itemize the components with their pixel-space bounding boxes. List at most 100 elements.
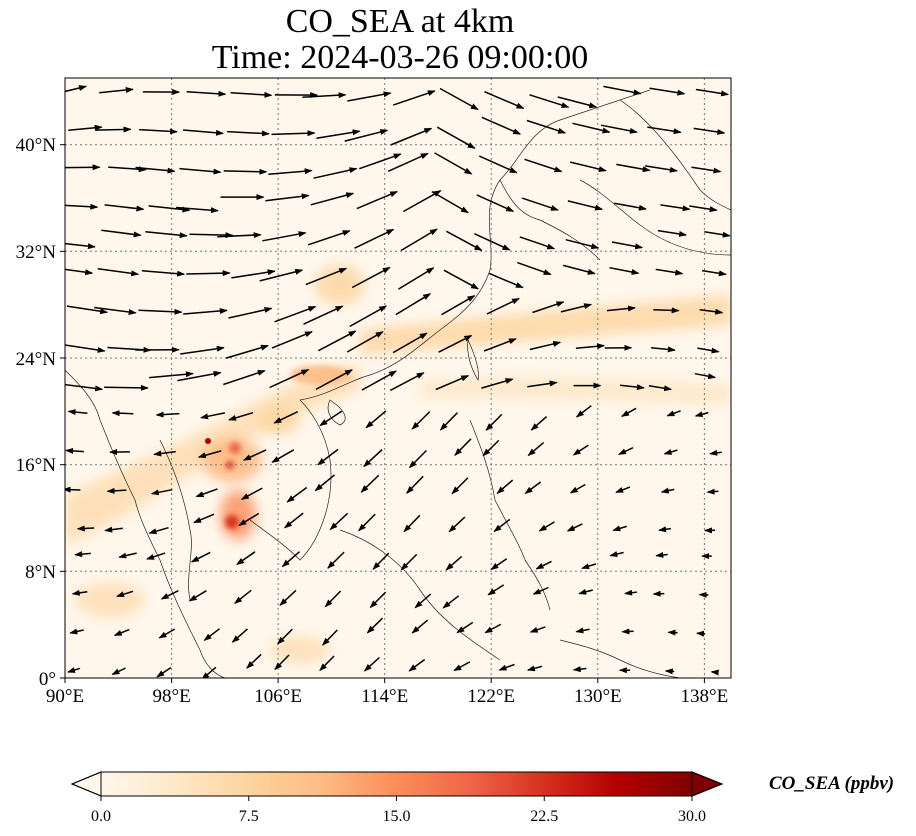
wind-vector-arrow <box>710 669 719 676</box>
wind-vector-arrow <box>651 346 676 353</box>
wind-vector-arrow <box>535 560 552 570</box>
wind-vector-arrow <box>318 330 357 352</box>
wind-vector-arrow <box>302 92 347 99</box>
wind-vector-arrow <box>279 589 297 606</box>
wind-vector-arrow <box>146 552 166 560</box>
wind-vector-arrow <box>474 233 511 251</box>
wind-vector-arrow <box>271 449 295 463</box>
colorbar-extend-max <box>691 771 724 797</box>
wind-vector-arrow <box>365 410 387 429</box>
wind-vector-arrow <box>265 193 310 202</box>
wind-vector-arrow <box>400 553 418 571</box>
wind-vector-arrow <box>360 474 380 493</box>
wind-vector-arrow <box>317 448 339 466</box>
wind-vector-arrow <box>398 267 435 290</box>
lat-tick-label: 16°N <box>16 455 57 476</box>
wind-vector-arrow <box>135 166 176 174</box>
wind-vector-arrow <box>230 91 273 98</box>
wind-vector-arrow <box>644 165 678 173</box>
colorbar-tick-label: 7.5 <box>239 808 259 825</box>
wind-vector-arrow <box>689 205 718 213</box>
wind-vector-arrow <box>603 85 642 96</box>
wind-vector-arrow <box>624 589 637 596</box>
wind-vector-arrow <box>160 590 179 600</box>
wind-vector-arrow <box>139 128 178 135</box>
wind-vector-arrow <box>697 347 720 354</box>
wind-vector-arrow <box>65 447 84 454</box>
wind-vector-arrow <box>268 168 313 175</box>
wind-vector-arrow <box>349 305 388 328</box>
wind-vector-arrow <box>190 551 211 563</box>
wind-vector-arrow <box>310 192 355 206</box>
wind-vector-arrow <box>403 190 442 213</box>
wind-vector-arrow <box>150 488 173 496</box>
wind-vector-arrow <box>482 439 500 457</box>
wind-vector-arrow <box>303 305 344 325</box>
wind-vector-arrow <box>182 129 224 136</box>
wind-vector-arrow <box>649 87 686 96</box>
wind-vector-arrow <box>242 449 267 461</box>
wind-vector-arrow <box>476 194 515 212</box>
wind-vector-arrow <box>478 155 518 174</box>
wind-vector-arrow <box>234 589 252 604</box>
wind-vector-arrow <box>106 487 127 494</box>
wind-vector-arrow <box>484 91 525 109</box>
wind-vector-arrow <box>271 331 313 349</box>
colorbar-tick-label: 30.0 <box>678 808 706 825</box>
wind-vector-arrow <box>104 526 123 533</box>
wind-vector-arrow <box>392 90 436 106</box>
wind-vector-arrow <box>327 551 345 569</box>
wind-vector-arrow <box>97 267 140 277</box>
wind-vector-arrow <box>493 518 511 533</box>
wind-vector-arrow <box>406 475 424 494</box>
wind-vector-arrow <box>217 232 262 239</box>
wind-vector-arrow <box>359 153 402 170</box>
wind-vector-arrow <box>358 513 376 532</box>
wind-vector-arrow <box>94 306 137 315</box>
wind-vector-arrow <box>179 167 222 175</box>
wind-vector-arrow <box>566 523 583 532</box>
wind-vector-arrow <box>195 488 218 498</box>
wind-vector-arrow <box>446 230 483 251</box>
wind-vector-arrow <box>95 126 132 133</box>
wind-vector-arrow <box>658 526 672 533</box>
wind-vector-arrow <box>273 411 299 424</box>
wind-vector-arrow <box>557 96 598 109</box>
wind-vector-arrow <box>704 231 731 238</box>
wind-vector-arrow <box>188 590 207 602</box>
lon-tick-label: 130°E <box>574 686 622 707</box>
wind-vector-arrow <box>315 369 353 391</box>
wind-vector-arrow <box>231 628 248 643</box>
wind-vector-arrow <box>108 166 147 173</box>
wind-vector-arrow <box>403 514 421 533</box>
wind-vector-arrow <box>314 474 335 492</box>
co-concentration-field <box>65 265 731 664</box>
wind-vector-arrow <box>65 383 104 392</box>
wind-vector-arrow <box>456 621 474 634</box>
wind-vector-arrow <box>609 551 624 557</box>
wind-vector-arrow <box>319 655 335 672</box>
wind-vector-arrow <box>351 266 391 289</box>
wind-vector-arrow <box>660 204 691 212</box>
wind-vector-arrow <box>483 338 517 352</box>
wind-vector-arrow <box>68 124 103 132</box>
wind-vector-arrow <box>116 590 134 598</box>
wind-vector-arrow <box>395 293 432 316</box>
wind-vector-arrow <box>65 486 81 493</box>
map-frame <box>64 77 732 679</box>
wind-vector-arrow <box>695 88 730 97</box>
wind-vector-arrow <box>575 627 590 634</box>
wind-vector-arrow <box>153 450 176 457</box>
colorbar-tick-label: 0.0 <box>91 808 111 825</box>
wind-vector-arrow <box>71 589 88 596</box>
wind-vector-arrow <box>581 563 597 570</box>
colorbar-gradient <box>101 772 692 796</box>
wind-vector-arrow <box>65 242 96 250</box>
wind-vector-arrow <box>572 122 611 134</box>
wind-vector-arrow <box>526 665 543 672</box>
lat-tick-label: 24°N <box>16 349 57 370</box>
lon-tick-label: 98°E <box>152 686 190 707</box>
map-background <box>65 78 731 678</box>
wind-vector-arrow <box>609 266 640 275</box>
